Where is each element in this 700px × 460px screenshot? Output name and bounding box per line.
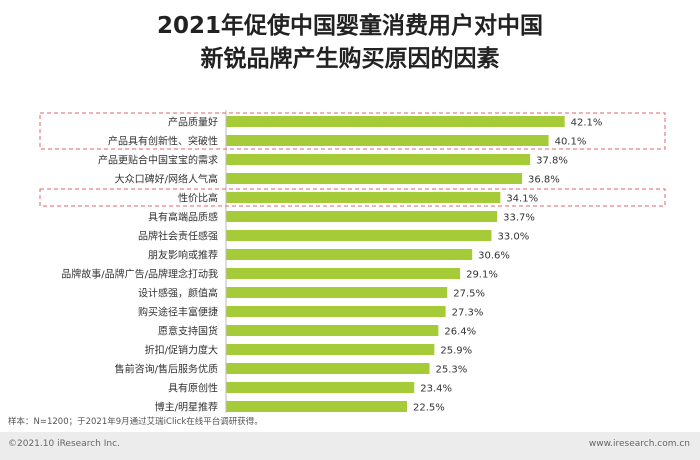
value-label-7: 30.6% <box>478 251 510 262</box>
category-label-15: 博主/明星推荐 <box>155 401 218 414</box>
category-label-10: 购买途径丰富便捷 <box>138 306 218 319</box>
bar-1 <box>226 135 549 146</box>
category-label-7: 朋友影响或推荐 <box>148 249 218 262</box>
category-label-9: 设计感强，颜值高 <box>138 287 218 300</box>
bar-4 <box>226 192 501 203</box>
category-label-4: 性价比高 <box>178 192 218 205</box>
bar-3 <box>226 173 523 184</box>
category-label-5: 具有高端品质感 <box>148 211 218 224</box>
value-label-14: 23.4% <box>420 384 452 395</box>
footer-bar <box>0 432 700 460</box>
value-label-3: 36.8% <box>528 175 560 186</box>
bar-0 <box>226 116 565 127</box>
value-label-15: 22.5% <box>413 403 445 414</box>
bar-7 <box>226 249 473 260</box>
bar-5 <box>226 211 498 222</box>
bar-11 <box>226 325 439 336</box>
value-label-5: 33.7% <box>503 213 535 224</box>
highlight-box-1 <box>39 188 666 207</box>
category-label-11: 愿意支持国货 <box>158 325 218 338</box>
value-label-9: 27.5% <box>453 289 485 300</box>
category-label-1: 产品具有创新性、突破性 <box>108 135 218 148</box>
copyright-text: ©2021.10 iResearch Inc. <box>8 439 120 449</box>
bar-13 <box>226 363 430 374</box>
title-line-2: 新锐品牌产生购买原因的因素 <box>200 46 500 72</box>
value-label-2: 37.8% <box>536 156 568 167</box>
bar-6 <box>226 230 492 241</box>
bar-9 <box>226 287 448 298</box>
highlight-box-0 <box>39 112 666 150</box>
chart-title: 2021年促使中国婴童消费用户对中国 新锐品牌产生购买原因的因素 <box>0 10 700 76</box>
value-label-4: 34.1% <box>506 194 538 205</box>
bar-12 <box>226 344 435 355</box>
value-label-13: 25.3% <box>436 365 468 376</box>
bar-2 <box>226 154 531 165</box>
category-label-8: 品牌故事/品牌广告/品牌理念打动我 <box>61 268 218 281</box>
title-line-1: 2021年促使中国婴童消费用户对中国 <box>156 13 543 39</box>
category-label-6: 品牌社会责任感强 <box>138 230 218 243</box>
value-label-8: 29.1% <box>466 270 498 281</box>
value-label-6: 33.0% <box>497 232 529 243</box>
category-label-2: 产品更贴合中国宝宝的需求 <box>98 154 218 167</box>
website-text: www.iresearch.com.cn <box>588 439 690 449</box>
category-label-12: 折扣/促销力度大 <box>145 344 218 357</box>
bar-14 <box>226 382 415 393</box>
value-label-11: 26.4% <box>444 327 476 338</box>
category-label-3: 大众口碑好/网络人气高 <box>115 173 218 186</box>
bar-10 <box>226 306 446 317</box>
bar-15 <box>226 401 407 412</box>
value-label-10: 27.3% <box>452 308 484 319</box>
category-label-13: 售前咨询/售后服务优质 <box>115 363 218 376</box>
bar-8 <box>226 268 461 279</box>
category-label-0: 产品质量好 <box>168 116 218 129</box>
sample-note: 样本：N=1200；于2021年9月通过艾瑞iClick在线平台调研获得。 <box>8 417 263 427</box>
bar-chart: 产品质量好 42.1% 产品具有创新性、突破性 40.1% 产品更贴合中国宝宝的需求 37… <box>39 110 666 414</box>
category-label-14: 具有原创性 <box>168 382 218 395</box>
value-label-12: 25.9% <box>440 346 472 357</box>
value-label-0: 42.1% <box>571 118 603 129</box>
value-label-1: 40.1% <box>555 137 587 148</box>
